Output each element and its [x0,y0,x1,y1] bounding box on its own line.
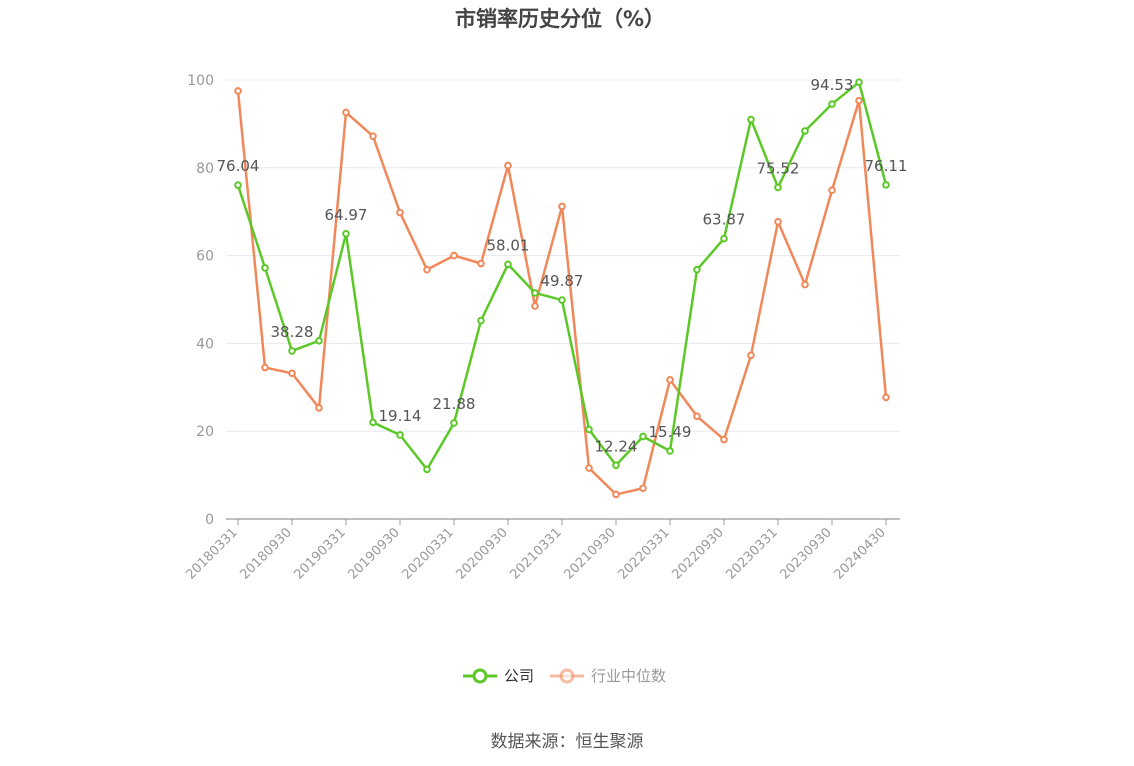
data-label: 12.24 [595,437,638,455]
y-tick-label: 60 [196,249,214,265]
series-line-1 [236,90,888,496]
data-source-note: 数据来源：恒生聚源 [491,732,644,752]
x-tick-label: 20220331 [615,525,672,582]
data-label: 58.01 [487,236,530,254]
series-0-point [261,264,269,272]
series-1-point [639,484,647,493]
x-tick-label: 20210930 [561,525,618,582]
data-label: 21.88 [433,395,476,413]
legend-industry-marker-icon [559,668,575,684]
series-0-point [477,316,485,325]
series-0-point [828,100,836,108]
series-1-point [396,208,404,217]
y-tick-label: 0 [205,512,214,528]
series-1-point [531,302,539,310]
y-tick-label: 20 [196,424,214,440]
data-label: 49.87 [541,272,584,290]
series-0-point [396,431,404,439]
series-0-point [423,465,431,474]
series-0-point [369,418,377,427]
data-label: 15.49 [649,423,692,441]
series-1-point [828,186,836,194]
series-1-point [801,280,809,289]
series-1-point [423,265,431,274]
x-tick-label: 20200331 [399,525,456,582]
series-0-point [801,127,809,135]
series-1-point [369,132,377,140]
series-1-point [477,259,485,268]
x-tick-label: 20190930 [345,525,402,582]
series-0-point [774,183,782,192]
legend-item-company[interactable]: 公司 [463,667,534,685]
x-tick-label: 20230930 [777,525,834,582]
series-0-point [747,115,755,124]
data-label: 94.53 [811,76,854,94]
series-1-point [342,108,350,117]
series-0-point [315,336,323,345]
series-0-point [882,181,890,189]
series-1-point [450,251,458,260]
data-label: 76.11 [865,157,908,175]
series-0-point [855,78,863,86]
chart-title: 市销率历史分位（%） [455,7,665,31]
x-tick-label: 20200930 [453,525,510,582]
series-0-point [639,432,647,441]
series-1-point [666,376,674,384]
x-tick-label: 20220930 [669,525,726,582]
y-tick-label: 40 [196,336,214,352]
series-1-point [585,464,593,472]
series-0-point [288,347,296,355]
series-0-point [693,265,701,274]
series-1-point [720,435,728,444]
series-0-point [450,419,458,427]
legend-item-industry-median[interactable]: 行业中位数 [550,667,666,685]
x-tick-label: 20180930 [237,525,294,582]
x-tick-label: 20230331 [723,525,780,582]
x-tick-label: 20210331 [507,525,564,582]
grid [226,79,900,432]
series-1-point [882,393,890,402]
data-label: 38.28 [271,323,314,341]
data-label: 75.52 [757,159,800,177]
series-1-point [261,363,269,372]
series-0-point [558,296,566,304]
data-label: 76.04 [217,157,260,175]
legend-industry-label: 行业中位数 [591,667,666,685]
data-label: 19.14 [379,407,422,425]
y-tick-label: 100 [187,73,214,89]
series-1-point [855,96,863,105]
data-label: 64.97 [325,206,368,224]
legend-company-label: 公司 [504,667,534,685]
series-1-point [774,217,782,226]
x-tick-label: 20190331 [291,525,348,582]
series-0-point [504,260,512,269]
y-tick-label: 80 [196,161,214,177]
series-1-point [612,490,620,499]
series-0-point [342,229,350,238]
data-label: 63.87 [703,211,746,229]
series-0-point [531,289,539,297]
x-tick-label: 20180331 [183,525,240,582]
legend-company-marker-icon [472,668,488,684]
series-1-point [693,412,701,421]
data-labels: 76.04 38.28 64.97 19.14 21.88 58.01 49.87 12.24… [217,76,908,455]
legend: 公司 行业中位数 [463,667,666,685]
series-0-point [585,425,593,434]
series-0-point [666,447,674,455]
series-1-point [504,161,512,170]
series-1-point [288,369,296,378]
x-tick-label: 20240430 [831,525,888,582]
series-1-point [747,351,755,360]
series-lines [234,78,890,499]
series-0-point [612,461,620,470]
series-0-point [720,234,728,243]
series-1-point [234,87,242,95]
series-1-point [558,202,566,211]
series-1-point [315,404,323,412]
series-0-point [234,181,242,189]
